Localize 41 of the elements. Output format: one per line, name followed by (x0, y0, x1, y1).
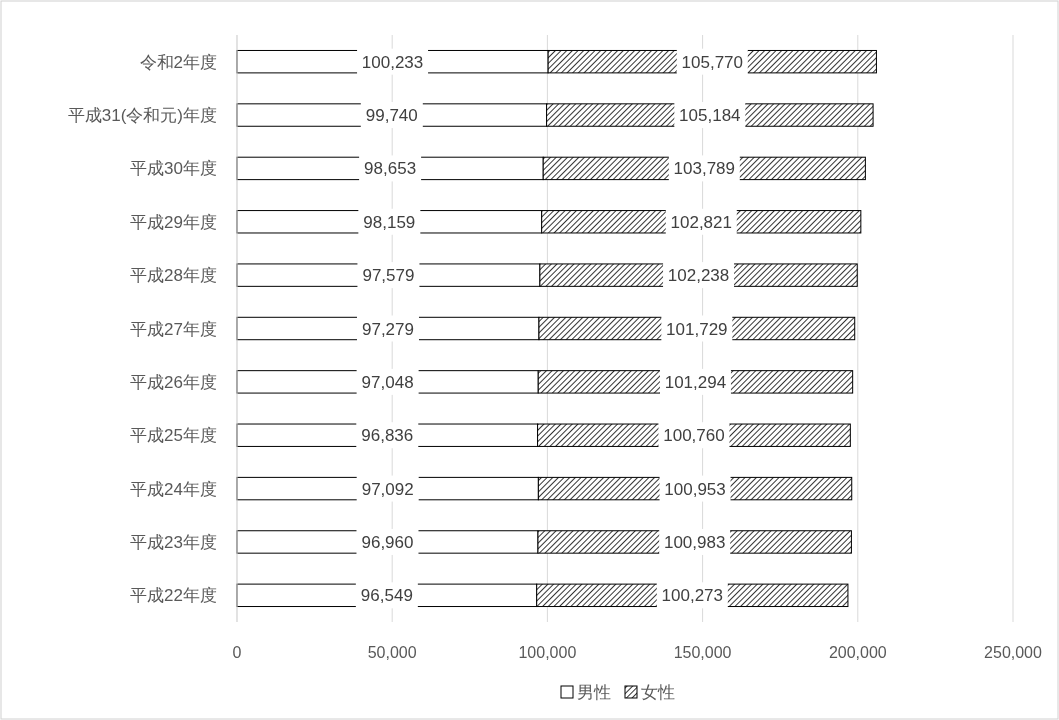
x-tick-label: 250,000 (984, 644, 1043, 661)
legend-label: 男性 (577, 683, 611, 702)
y-tick-label: 平成30年度 (130, 159, 217, 179)
data-label: 97,279 (361, 319, 414, 339)
x-tick-label: 100,000 (518, 644, 577, 661)
data-label: 99,740 (365, 106, 418, 126)
data-label: 100,273 (661, 586, 724, 606)
x-tick-label: 150,000 (673, 644, 732, 661)
data-label: 102,238 (667, 266, 730, 286)
data-label: 103,789 (673, 159, 736, 179)
y-tick-label: 平成22年度 (130, 586, 217, 606)
data-label: 96,960 (361, 532, 414, 552)
data-label: 100,983 (663, 532, 726, 552)
x-tick-label: 50,000 (367, 644, 417, 661)
y-tick-label: 平成23年度 (130, 532, 217, 552)
data-label: 100,760 (663, 426, 725, 446)
data-label: 105,770 (681, 52, 743, 72)
x-tick-label: 200,000 (828, 644, 887, 661)
data-label: 97,579 (362, 266, 415, 286)
y-tick-label: 平成25年度 (130, 426, 217, 446)
data-label: 97,048 (361, 372, 414, 392)
data-label: 105,184 (679, 106, 741, 126)
data-label: 100,233 (361, 52, 424, 72)
y-tick-label: 平成31(令和元)年度 (67, 106, 217, 126)
x-tick-label: 0 (232, 644, 242, 661)
data-label: 96,836 (361, 426, 414, 446)
y-tick-label: 平成26年度 (130, 372, 217, 392)
y-tick-label: 平成27年度 (130, 319, 217, 339)
y-tick-label: 令和2年度 (139, 52, 217, 72)
data-label: 101,729 (666, 319, 728, 339)
data-label: 102,821 (670, 212, 732, 232)
data-label: 96,549 (360, 586, 413, 606)
y-tick-label: 平成28年度 (130, 266, 217, 286)
data-label: 98,159 (363, 212, 416, 232)
legend-label: 女性 (641, 683, 675, 702)
data-label: 101,294 (664, 372, 727, 392)
data-label: 100,953 (664, 479, 726, 499)
data-label: 98,653 (364, 159, 417, 179)
y-tick-label: 平成29年度 (130, 212, 217, 232)
data-label: 97,092 (361, 479, 414, 499)
y-tick-label: 平成24年度 (130, 479, 217, 499)
